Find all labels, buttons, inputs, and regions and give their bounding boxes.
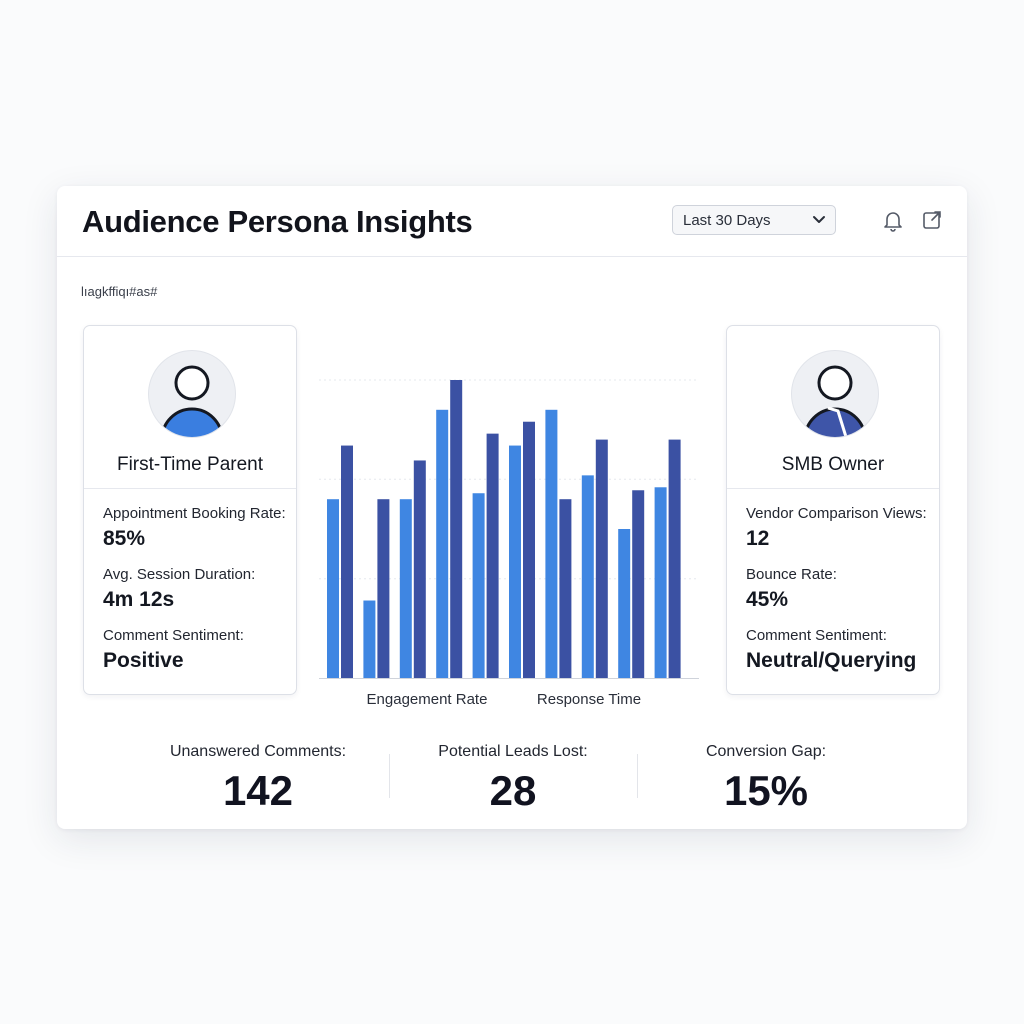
metric: Appointment Booking Rate: 85%: [103, 505, 286, 566]
metric-value: 45%: [746, 588, 789, 611]
x-axis-label: Engagement Rate: [367, 691, 488, 708]
metric: Comment Sentiment: Positive: [103, 627, 286, 688]
stat-label: Conversion Gap:: [705, 743, 827, 760]
dashboard-card: Audience Persona Insights Last 30 Days l…: [57, 186, 967, 829]
bar-series-2-7: [559, 499, 572, 678]
engagement-bar-chart: Engagement Rate Response Time: [319, 379, 699, 708]
persona-card-first-time-parent: First-Time Parent Appointment Booking Ra…: [83, 325, 297, 695]
bar-series-1-5: [472, 493, 485, 678]
stat-value: 142: [222, 767, 294, 814]
bar-series-2-10: [668, 439, 681, 678]
metric-value: 12: [746, 527, 770, 550]
metric-value: Neutral/Querying: [746, 649, 917, 672]
stat-label: Unanswered Comments:: [169, 743, 347, 760]
bar-series-1-2: [363, 600, 376, 678]
persona-metrics: Appointment Booking Rate: 85% Avg. Sessi…: [103, 505, 286, 688]
metric: Vendor Comparison Views: 12: [746, 505, 927, 566]
metric-value: 4m 12s: [103, 588, 175, 611]
stat-value: 15%: [723, 767, 809, 814]
persona-card-smb-owner: SMB Owner Vendor Comparison Views: 12 Bo…: [726, 325, 940, 695]
metric-label: Comment Sentiment:: [103, 627, 244, 644]
date-range-value: Last 30 Days: [683, 212, 771, 229]
bar-series-1-8: [581, 475, 594, 678]
stat-label: Potential Leads Lost:: [438, 743, 588, 760]
persona-metrics: Vendor Comparison Views: 12 Bounce Rate:…: [746, 505, 927, 688]
metric-label: Appointment Booking Rate:: [103, 505, 286, 522]
bar-series-2-4: [450, 380, 463, 678]
metric: Comment Sentiment: Neutral/Querying: [746, 627, 927, 688]
metric-value: Positive: [103, 649, 184, 672]
divider: [637, 754, 638, 798]
metric-label: Comment Sentiment:: [746, 627, 887, 644]
bar-series-2-1: [341, 445, 353, 678]
persona-name: SMB Owner: [781, 454, 885, 475]
persona-name: First-Time Parent: [116, 454, 264, 475]
bar-series-2-3: [413, 460, 426, 678]
page-title: Audience Persona Insights: [82, 204, 473, 239]
stat-potential-leads-lost: Potential Leads Lost: 28: [413, 743, 613, 815]
metric: Bounce Rate: 45%: [746, 566, 927, 627]
divider: [389, 754, 390, 798]
bar-series-1-10: [654, 487, 667, 678]
bar-series-2-2: [377, 499, 390, 678]
user-icon: [160, 365, 224, 437]
date-range-select[interactable]: Last 30 Days: [672, 205, 836, 235]
external-link-icon[interactable]: [922, 210, 942, 230]
bar-series-2-9: [632, 490, 645, 678]
metric-label: Vendor Comparison Views:: [746, 505, 927, 522]
bar-series-1-7: [545, 409, 558, 678]
card-header: Audience Persona Insights Last 30 Days: [57, 186, 967, 257]
metric-label: Bounce Rate:: [746, 566, 837, 583]
bell-icon[interactable]: [883, 210, 903, 232]
bar-series-2-6: [523, 421, 535, 678]
bar-series-1-3: [399, 499, 412, 678]
chevron-down-icon: [813, 216, 825, 223]
avatar: [791, 350, 879, 438]
x-axis-label: Response Time: [537, 691, 641, 708]
bar-series-2-5: [486, 433, 499, 678]
metric-label: Avg. Session Duration:: [103, 566, 256, 583]
bar-series-1-4: [436, 409, 449, 678]
stat-conversion-gap: Conversion Gap: 15%: [666, 743, 866, 815]
divider: [727, 488, 939, 489]
bar-series-1-1: [327, 499, 339, 678]
avatar: [148, 350, 236, 438]
bar-series-1-6: [509, 445, 521, 678]
user-icon: [803, 365, 867, 437]
stat-value: 28: [489, 767, 537, 814]
stat-unanswered-comments: Unanswered Comments: 142: [158, 743, 358, 815]
subtitle-text: lıagkffiqı#as#: [81, 284, 158, 299]
metric-value: 85%: [103, 527, 146, 550]
divider: [84, 488, 296, 489]
bar-series-2-8: [595, 439, 608, 678]
bar-series-1-9: [618, 529, 631, 678]
metric: Avg. Session Duration: 4m 12s: [103, 566, 286, 627]
